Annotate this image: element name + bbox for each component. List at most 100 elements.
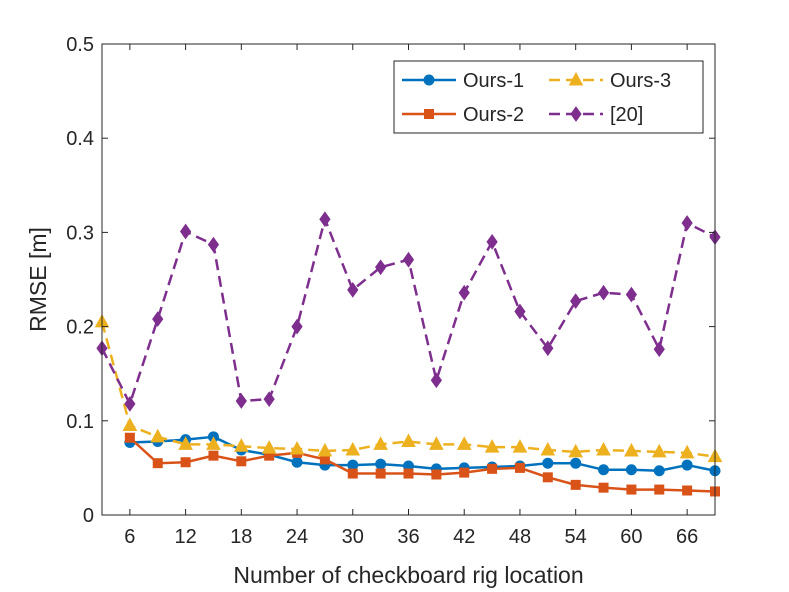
y-tick-label: 0: [83, 505, 94, 527]
data-point: [261, 440, 277, 454]
data-point: [626, 484, 637, 495]
x-tick-label: 42: [453, 526, 475, 548]
data-point: [403, 468, 414, 479]
legend-entry: Ours-3: [549, 70, 671, 92]
data-point: [570, 293, 582, 310]
legend-marker: [424, 109, 434, 119]
data-point: [514, 462, 525, 473]
data-point: [458, 284, 470, 301]
data-point: [150, 428, 166, 443]
data-point: [345, 441, 361, 456]
legend-box: [393, 60, 704, 134]
legend-entry: Ours-1: [402, 70, 524, 92]
axes: 6 12 18 24 30 36 42 48 54 60 66 0 0.1 0.2 0.3 0.4 0.5: [66, 34, 716, 548]
series-line: [129, 436, 716, 493]
data-point: [347, 282, 359, 298]
data-point: [375, 259, 387, 276]
data-point: [289, 441, 305, 455]
data-point: [402, 251, 415, 268]
data-point: [456, 436, 472, 450]
data-point: [291, 456, 303, 468]
legend-label: Ours-2: [463, 104, 524, 126]
data-point: [651, 443, 667, 458]
data-point: [598, 482, 609, 493]
y-tick-label: 0.2: [66, 317, 94, 339]
data-point: [179, 223, 192, 240]
data-point: [375, 458, 387, 470]
data-point: [570, 457, 582, 469]
data-point: [596, 441, 611, 456]
legend-label: Ours-1: [463, 70, 524, 92]
x-tick-label: 24: [286, 526, 308, 548]
data-point: [207, 236, 220, 253]
data-point: [542, 472, 553, 483]
series-20: [96, 211, 721, 412]
data-point: [401, 433, 416, 448]
data-point: [429, 436, 444, 450]
data-point: [568, 443, 584, 458]
legend-entry: Ours-2: [402, 104, 524, 126]
data-point: [542, 457, 554, 469]
data-point: [291, 318, 303, 335]
data-point: [124, 432, 135, 443]
data-point: [180, 457, 191, 468]
data-point: [542, 340, 554, 357]
legend-marker: [568, 71, 584, 86]
data-point: [540, 441, 556, 456]
x-tick-label: 66: [676, 526, 698, 548]
data-point: [347, 468, 358, 479]
data-point: [208, 450, 219, 461]
data-point: [430, 372, 442, 389]
data-point: [233, 438, 249, 452]
x-tick-label: 36: [397, 526, 419, 548]
data-point: [681, 215, 693, 231]
data-point: [484, 439, 500, 453]
data-point: [235, 393, 247, 409]
x-axis-label: Number of checkboard rig location: [233, 562, 583, 588]
plot-area: [94, 211, 723, 497]
data-point: [152, 458, 163, 469]
legend-label: Ours-3: [610, 70, 671, 92]
y-tick-label: 0.3: [66, 222, 94, 244]
data-point: [624, 442, 639, 457]
data-point: [625, 464, 637, 476]
data-point: [653, 341, 665, 358]
x-tick-label: 60: [620, 526, 642, 548]
data-point: [570, 479, 581, 490]
x-tick-label: 48: [509, 526, 531, 548]
data-point: [124, 395, 136, 412]
data-point: [682, 485, 693, 496]
series-line: [129, 435, 716, 472]
data-point: [598, 464, 610, 476]
x-tick-label: 12: [174, 526, 196, 548]
series-ours3: [94, 313, 723, 463]
y-tick-label: 0.1: [66, 411, 94, 433]
data-point: [317, 442, 333, 457]
data-point: [459, 467, 470, 478]
data-point: [681, 459, 693, 471]
legend-entry: [20]: [549, 104, 643, 126]
y-tick-label: 0.4: [66, 128, 94, 150]
data-point: [431, 469, 442, 480]
data-point: [486, 233, 498, 250]
x-tick-label: 6: [124, 526, 135, 548]
data-point: [122, 417, 138, 432]
data-point: [178, 436, 193, 450]
data-point: [625, 286, 638, 303]
y-tick-label: 0.5: [66, 34, 94, 56]
data-point: [375, 468, 386, 479]
data-point: [679, 444, 695, 459]
x-tick-label: 18: [230, 526, 252, 548]
data-point: [487, 463, 498, 474]
data-point: [373, 436, 388, 450]
x-tick-label: 54: [565, 526, 587, 548]
data-point: [206, 436, 221, 450]
legend-marker: [423, 74, 435, 86]
data-point: [152, 311, 164, 327]
y-axis-label: RMSE [m]: [25, 227, 51, 332]
data-point: [653, 465, 665, 477]
series-line: [100, 217, 716, 406]
data-point: [512, 439, 528, 453]
data-point: [654, 484, 665, 495]
